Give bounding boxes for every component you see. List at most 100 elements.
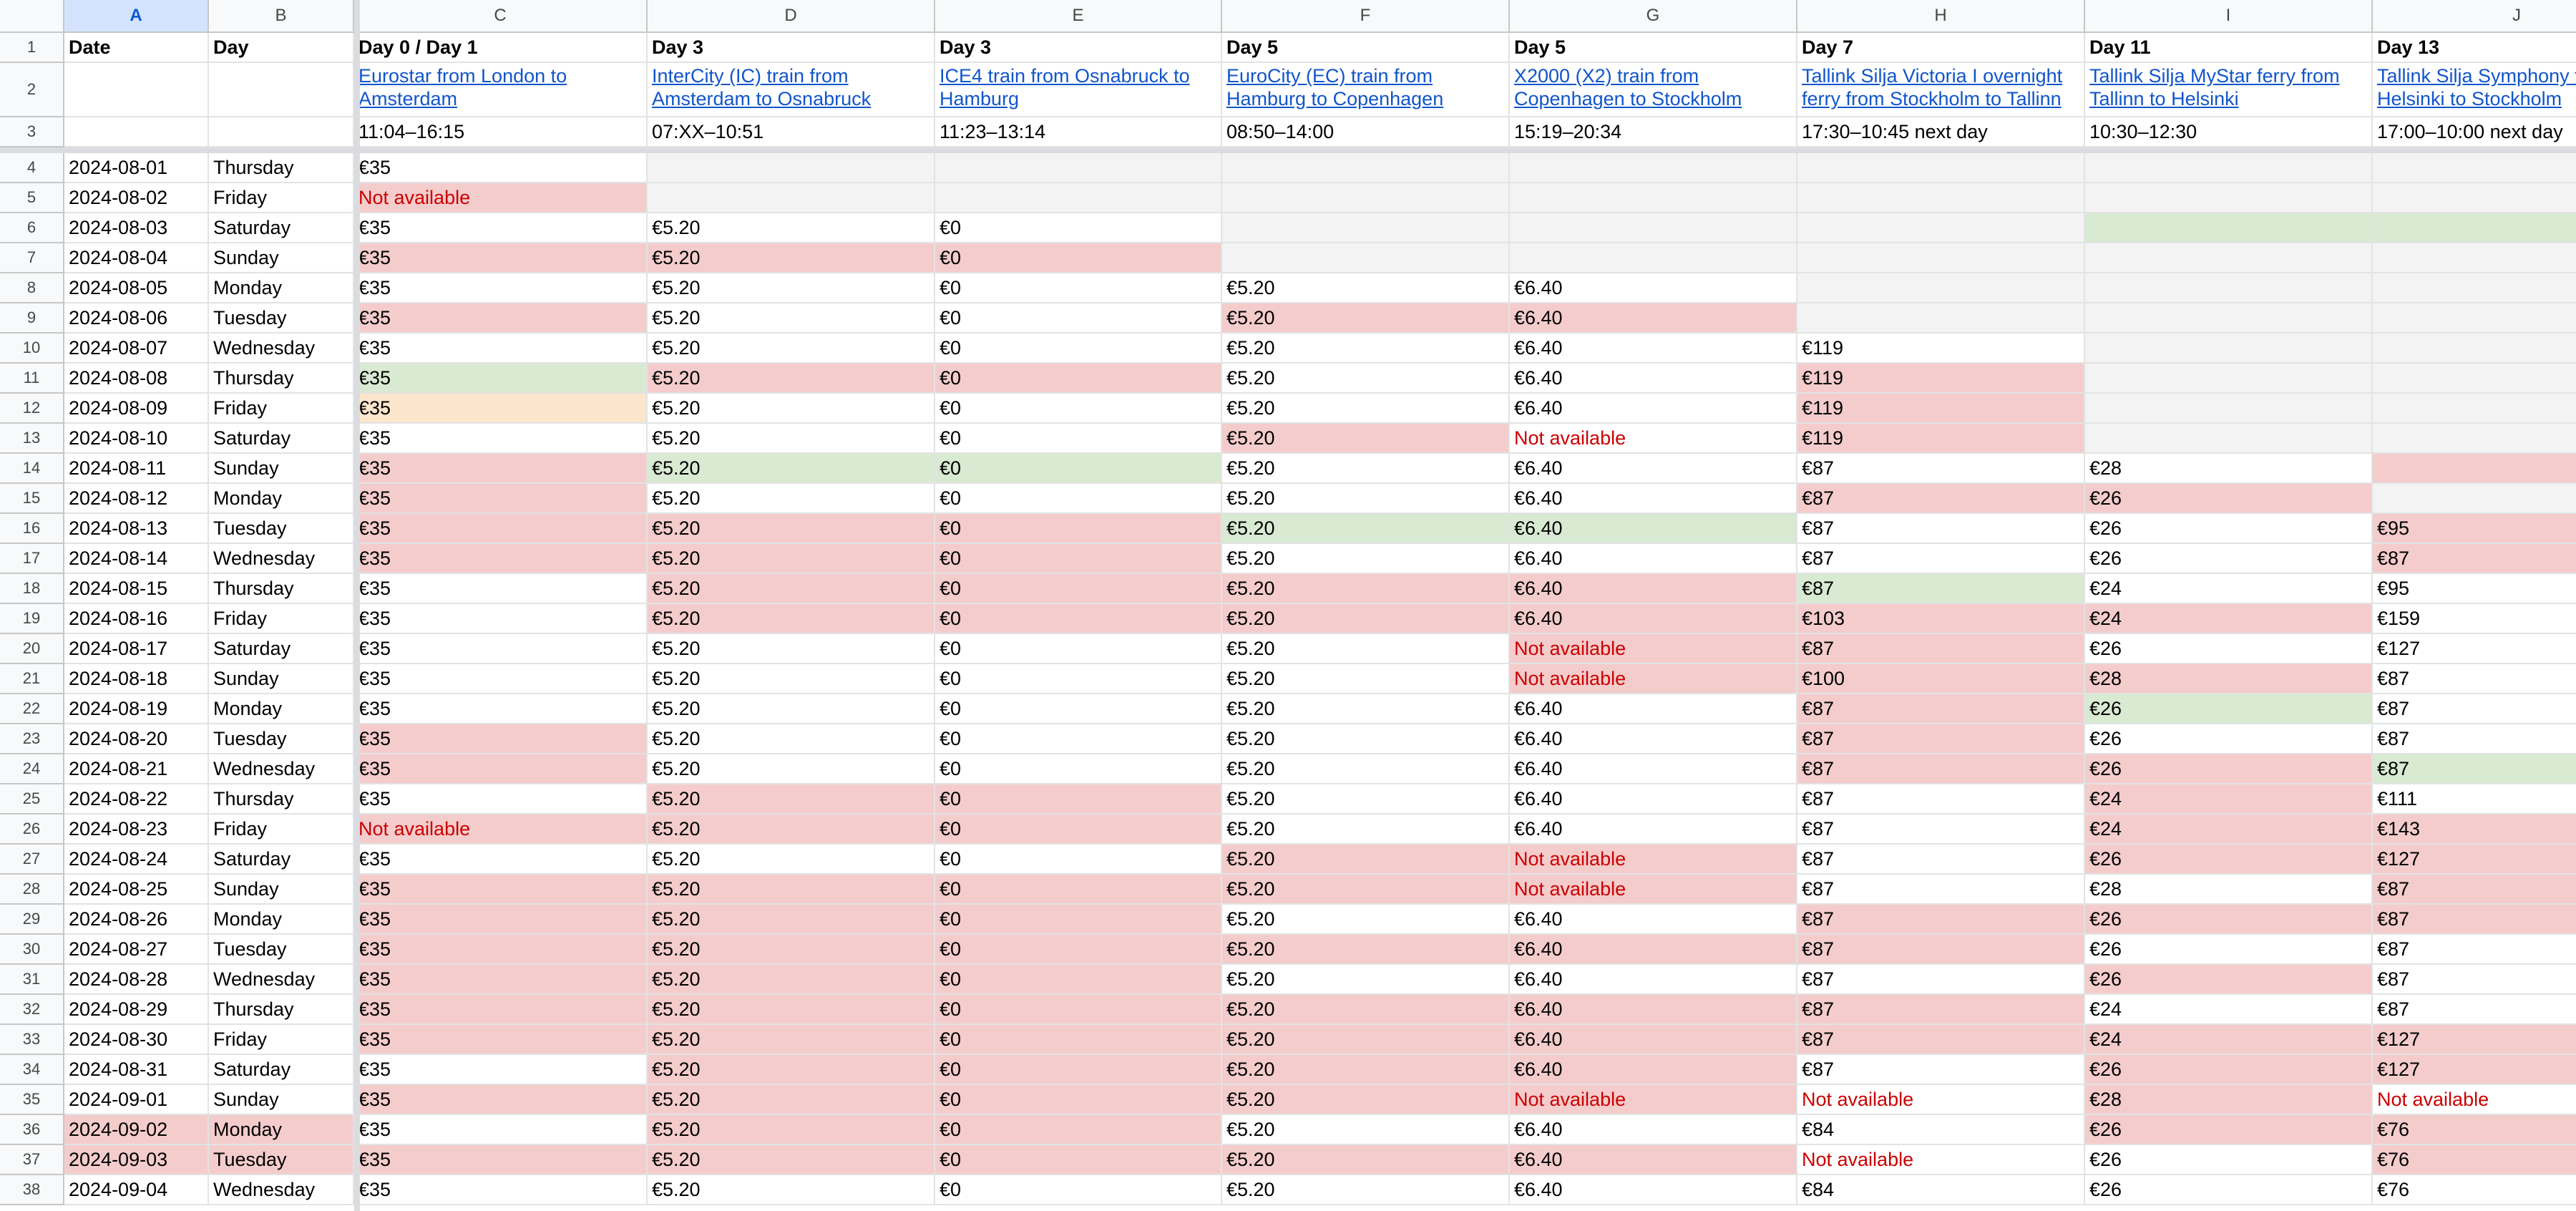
date-cell[interactable]: 2024-08-20 — [64, 724, 209, 754]
price-cell[interactable]: €6.40 — [1510, 935, 1797, 965]
price-cell[interactable] — [1510, 243, 1797, 273]
price-cell[interactable]: €35 — [354, 724, 648, 754]
price-cell[interactable]: €0 — [935, 845, 1222, 875]
header-day-cell[interactable]: Date — [64, 33, 209, 63]
price-cell[interactable]: €0 — [935, 965, 1222, 995]
price-cell[interactable]: €35 — [354, 634, 648, 664]
price-cell[interactable]: €35 — [354, 334, 648, 364]
price-cell[interactable]: €5.20 — [1222, 845, 1510, 875]
weekday-cell[interactable]: Thursday — [209, 364, 354, 394]
price-cell[interactable]: €5.20 — [1222, 965, 1510, 995]
price-cell[interactable]: €119 — [1797, 334, 2085, 364]
price-cell[interactable]: €87 — [1797, 1055, 2085, 1085]
row-header-31[interactable]: 31 — [0, 965, 64, 995]
price-cell[interactable]: €35 — [354, 1025, 648, 1055]
price-cell[interactable]: €127 — [2373, 1025, 2576, 1055]
date-cell[interactable]: 2024-08-18 — [64, 664, 209, 694]
price-cell[interactable]: €76 — [2373, 1145, 2576, 1175]
price-cell[interactable]: €26 — [2085, 484, 2373, 514]
weekday-cell[interactable]: Tuesday — [209, 1145, 354, 1175]
price-cell[interactable]: €87 — [1797, 845, 2085, 875]
price-cell[interactable]: €5.20 — [1222, 1055, 1510, 1085]
price-cell[interactable]: €5.20 — [648, 544, 935, 574]
date-cell[interactable]: 2024-08-25 — [64, 875, 209, 905]
price-cell[interactable]: €5.20 — [1222, 995, 1510, 1025]
price-cell[interactable]: €0 — [935, 243, 1222, 273]
price-cell[interactable]: €26 — [2085, 1175, 2373, 1205]
price-cell[interactable]: €5.20 — [1222, 454, 1510, 484]
weekday-cell[interactable]: Monday — [209, 1115, 354, 1145]
price-cell[interactable]: €24 — [2085, 604, 2373, 634]
price-cell[interactable]: €5.20 — [648, 514, 935, 544]
date-cell[interactable]: 2024-08-14 — [64, 544, 209, 574]
price-cell[interactable] — [1222, 243, 1510, 273]
price-cell[interactable]: €5.20 — [648, 814, 935, 845]
date-cell[interactable]: 2024-08-11 — [64, 454, 209, 484]
price-cell[interactable]: €87 — [1797, 905, 2085, 935]
row-header-9[interactable]: 9 — [0, 303, 64, 334]
row-header-35[interactable]: 35 — [0, 1085, 64, 1115]
header-day-cell[interactable]: Day 3 — [935, 33, 1222, 63]
row-header-7[interactable]: 7 — [0, 243, 64, 273]
price-cell[interactable]: €0 — [935, 995, 1222, 1025]
price-cell[interactable]: €87 — [2373, 754, 2576, 784]
weekday-cell[interactable]: Saturday — [209, 424, 354, 454]
price-cell[interactable]: €87 — [1797, 754, 2085, 784]
price-cell[interactable]: €6.40 — [1510, 784, 1797, 814]
price-cell[interactable]: €6.40 — [1510, 394, 1797, 424]
price-cell[interactable]: €5.20 — [648, 1175, 935, 1205]
price-cell[interactable]: Not available — [1797, 1085, 2085, 1115]
date-cell[interactable]: 2024-08-27 — [64, 935, 209, 965]
price-cell[interactable]: €143 — [2373, 814, 2576, 845]
price-cell[interactable]: €5.20 — [648, 334, 935, 364]
departure-time-cell[interactable]: 07:XX–10:51 — [648, 117, 935, 147]
price-cell[interactable] — [2373, 153, 2576, 183]
column-header-i[interactable]: I — [2085, 0, 2373, 33]
price-cell[interactable]: €0 — [935, 664, 1222, 694]
price-cell[interactable]: €28 — [2085, 664, 2373, 694]
price-cell[interactable]: €26 — [2085, 1145, 2373, 1175]
price-cell[interactable]: €0 — [935, 303, 1222, 334]
price-cell[interactable]: €35 — [354, 664, 648, 694]
price-cell[interactable]: €26 — [2085, 845, 2373, 875]
date-cell[interactable]: 2024-08-12 — [64, 484, 209, 514]
price-cell[interactable] — [2373, 394, 2576, 424]
date-cell[interactable]: 2024-08-03 — [64, 213, 209, 243]
price-cell[interactable]: €0 — [935, 724, 1222, 754]
price-cell[interactable]: €76 — [2373, 1175, 2576, 1205]
row-header-15[interactable]: 15 — [0, 484, 64, 514]
weekday-cell[interactable]: Tuesday — [209, 303, 354, 334]
date-cell[interactable]: 2024-08-31 — [64, 1055, 209, 1085]
price-cell[interactable] — [2085, 273, 2373, 303]
price-cell[interactable]: €0 — [935, 514, 1222, 544]
price-cell[interactable]: €26 — [2085, 694, 2373, 724]
price-cell[interactable]: €35 — [354, 213, 648, 243]
price-cell[interactable]: €0 — [935, 935, 1222, 965]
price-cell[interactable] — [2373, 273, 2576, 303]
weekday-cell[interactable]: Thursday — [209, 574, 354, 604]
header-day-cell[interactable]: Day 7 — [1797, 33, 2085, 63]
price-cell[interactable] — [2085, 153, 2373, 183]
price-cell[interactable]: €0 — [935, 364, 1222, 394]
price-cell[interactable]: €5.20 — [1222, 634, 1510, 664]
price-cell[interactable]: €0 — [935, 454, 1222, 484]
weekday-cell[interactable]: Tuesday — [209, 935, 354, 965]
date-cell[interactable]: 2024-08-02 — [64, 183, 209, 213]
price-cell[interactable]: €87 — [2373, 995, 2576, 1025]
price-cell[interactable]: €76 — [2373, 1115, 2576, 1145]
row-header-23[interactable]: 23 — [0, 724, 64, 754]
price-cell[interactable]: €119 — [1797, 364, 2085, 394]
price-cell[interactable] — [2373, 213, 2576, 243]
price-cell[interactable]: €0 — [935, 1085, 1222, 1115]
weekday-cell[interactable]: Sunday — [209, 664, 354, 694]
weekday-cell[interactable]: Tuesday — [209, 514, 354, 544]
weekday-cell[interactable]: Wednesday — [209, 965, 354, 995]
price-cell[interactable]: €5.20 — [648, 634, 935, 664]
price-cell[interactable]: €87 — [1797, 574, 2085, 604]
price-cell[interactable] — [2085, 364, 2373, 394]
column-header-c[interactable]: C — [354, 0, 648, 33]
price-cell[interactable]: €35 — [354, 544, 648, 574]
price-cell[interactable]: €5.20 — [648, 1055, 935, 1085]
price-cell[interactable]: Not available — [1510, 424, 1797, 454]
price-cell[interactable]: €35 — [354, 1175, 648, 1205]
